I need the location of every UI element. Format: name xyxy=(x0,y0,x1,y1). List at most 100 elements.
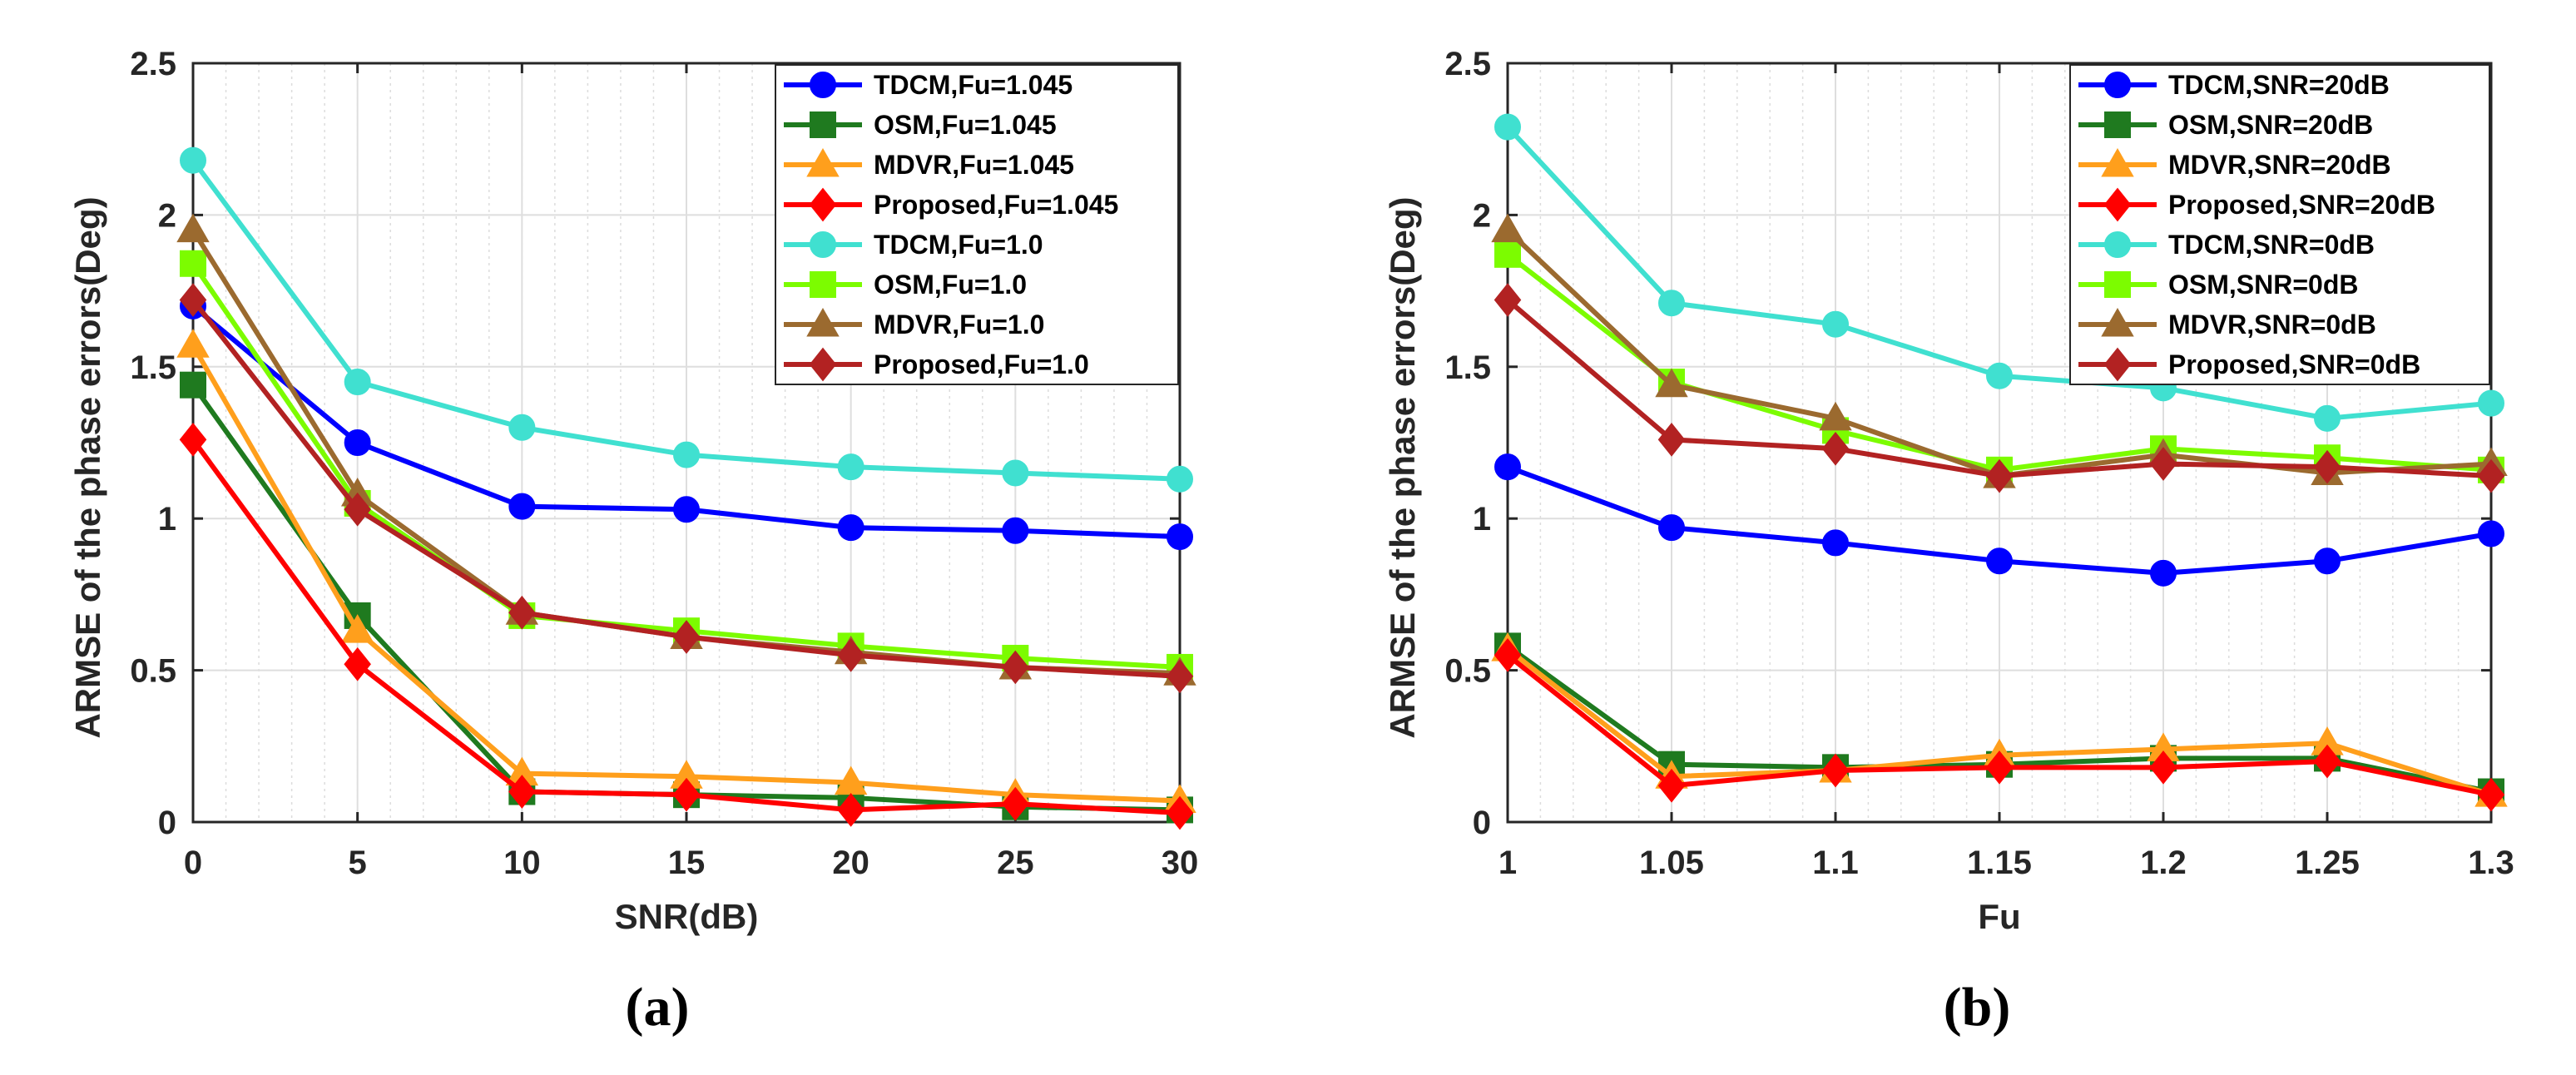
legend-item: Proposed,SNR=0dB xyxy=(2078,347,2420,382)
legend-label: Proposed,Fu=1.0 xyxy=(874,349,1089,379)
series-proposed-snr-20db xyxy=(1494,638,2505,812)
legend-item: MDVR,SNR=0dB xyxy=(2078,307,2376,339)
data-point xyxy=(179,423,207,457)
x-tick-label: 1.15 xyxy=(1967,845,2032,881)
data-point xyxy=(508,493,536,520)
y-tick-label: 2 xyxy=(158,197,176,234)
data-point xyxy=(1002,459,1029,487)
data-point xyxy=(176,329,210,358)
legend-label: MDVR,Fu=1.0 xyxy=(874,310,1044,339)
data-point xyxy=(1821,431,1850,466)
data-point xyxy=(180,146,206,174)
legend-item: OSM,Fu=1.0 xyxy=(784,270,1027,300)
legend-marker xyxy=(2104,231,2131,258)
legend-label: TDCM,SNR=0dB xyxy=(2168,230,2375,260)
legend-marker xyxy=(810,271,836,298)
series-tdcm-snr-0db xyxy=(1494,113,2504,432)
data-point xyxy=(508,775,536,809)
series-tdcm-fu-1-045 xyxy=(180,292,1193,551)
legend-item: Proposed,Fu=1.045 xyxy=(784,187,1118,222)
legend-item: MDVR,SNR=20dB xyxy=(2078,147,2391,180)
data-point xyxy=(672,777,701,812)
data-point xyxy=(1822,310,1849,338)
x-tick-label: 20 xyxy=(832,845,869,881)
x-tick-label: 5 xyxy=(349,845,367,881)
y-tick-label: 1 xyxy=(158,501,176,538)
legend-marker xyxy=(2103,187,2132,222)
chart-panel-a: 0 5 10 15 20 25 30 0 0.5 1 1.5 2 2.5 SNR(dB) ARMSE of … xyxy=(68,46,1198,1038)
panel-caption: (a) xyxy=(626,977,690,1038)
data-point xyxy=(1167,523,1193,551)
data-point xyxy=(2149,750,2177,785)
data-point xyxy=(1002,650,1029,685)
x-tick-label: 1.2 xyxy=(2140,845,2187,881)
data-point xyxy=(1985,750,2014,785)
series-tdcm-snr-20db xyxy=(1494,453,2504,587)
panel-caption: (b) xyxy=(1944,977,2011,1038)
legend-item: TDCM,SNR=20dB xyxy=(2078,70,2390,100)
x-tick-label: 1.3 xyxy=(2468,845,2514,881)
x-tick-label: 10 xyxy=(503,845,541,881)
data-point xyxy=(1494,240,1521,268)
legend-marker xyxy=(810,72,836,98)
data-point xyxy=(1657,423,1686,457)
data-point xyxy=(1985,458,2014,493)
legend-label: MDVR,Fu=1.045 xyxy=(874,150,1074,180)
data-point xyxy=(837,638,864,672)
data-point xyxy=(1655,368,1688,398)
data-point xyxy=(2313,449,2341,484)
data-point xyxy=(344,492,371,527)
data-point xyxy=(1986,547,2013,575)
legend-item: OSM,SNR=0dB xyxy=(2078,270,2358,300)
data-point xyxy=(1166,659,1194,694)
data-point xyxy=(2314,547,2341,575)
data-point xyxy=(180,250,206,277)
legend-marker xyxy=(2101,147,2134,177)
y-tick-label: 0.5 xyxy=(130,653,176,690)
legend-item: TDCM,Fu=1.0 xyxy=(784,230,1043,260)
legend-label: Proposed,Fu=1.045 xyxy=(874,190,1118,220)
legend-label: OSM,Fu=1.045 xyxy=(874,110,1057,140)
y-tick-label: 2 xyxy=(1473,197,1491,234)
legend-marker xyxy=(810,111,836,138)
x-axis-label: SNR(dB) xyxy=(615,897,759,936)
x-tick-label: 1.05 xyxy=(1639,845,1704,881)
data-point xyxy=(179,283,207,317)
data-point xyxy=(1658,514,1685,542)
legend-box xyxy=(775,64,1179,385)
data-point xyxy=(340,614,374,643)
data-point xyxy=(1657,768,1686,803)
data-point xyxy=(837,514,864,542)
legend-item: MDVR,Fu=1.0 xyxy=(784,307,1044,339)
legend-marker xyxy=(2101,307,2134,337)
legend-label: OSM,SNR=20dB xyxy=(2168,110,2373,140)
series-proposed-snr-0db xyxy=(1494,283,2505,493)
data-point xyxy=(1494,453,1521,481)
data-point xyxy=(1002,786,1029,821)
y-tick-label: 0.5 xyxy=(1444,653,1491,690)
data-point xyxy=(344,429,371,456)
data-point xyxy=(2477,777,2505,812)
y-tick-label: 2.5 xyxy=(1444,46,1491,82)
legend-marker xyxy=(809,187,837,222)
data-point xyxy=(673,441,700,468)
data-point xyxy=(1002,517,1029,544)
series-tdcm-fu-1-0 xyxy=(180,146,1193,493)
data-point xyxy=(508,595,536,630)
data-point xyxy=(2478,520,2504,547)
legend: TDCM,Fu=1.045 OSM,Fu=1.045 MDVR,Fu=1.045 Pr… xyxy=(775,64,1179,385)
data-point xyxy=(1166,795,1194,830)
legend-item: OSM,SNR=20dB xyxy=(2078,110,2373,140)
legend-marker xyxy=(2104,72,2131,98)
data-point xyxy=(2314,404,2341,432)
y-axis-label: ARMSE of the phase errors(Deg) xyxy=(1383,196,1422,738)
legend-label: MDVR,SNR=0dB xyxy=(2168,310,2376,339)
legend-marker xyxy=(2104,111,2131,138)
data-point xyxy=(344,369,371,396)
legend-marker xyxy=(806,147,840,177)
data-point xyxy=(176,213,210,243)
data-point xyxy=(508,414,536,441)
y-tick-label: 0 xyxy=(1473,805,1491,841)
legend-label: TDCM,Fu=1.0 xyxy=(874,230,1043,260)
